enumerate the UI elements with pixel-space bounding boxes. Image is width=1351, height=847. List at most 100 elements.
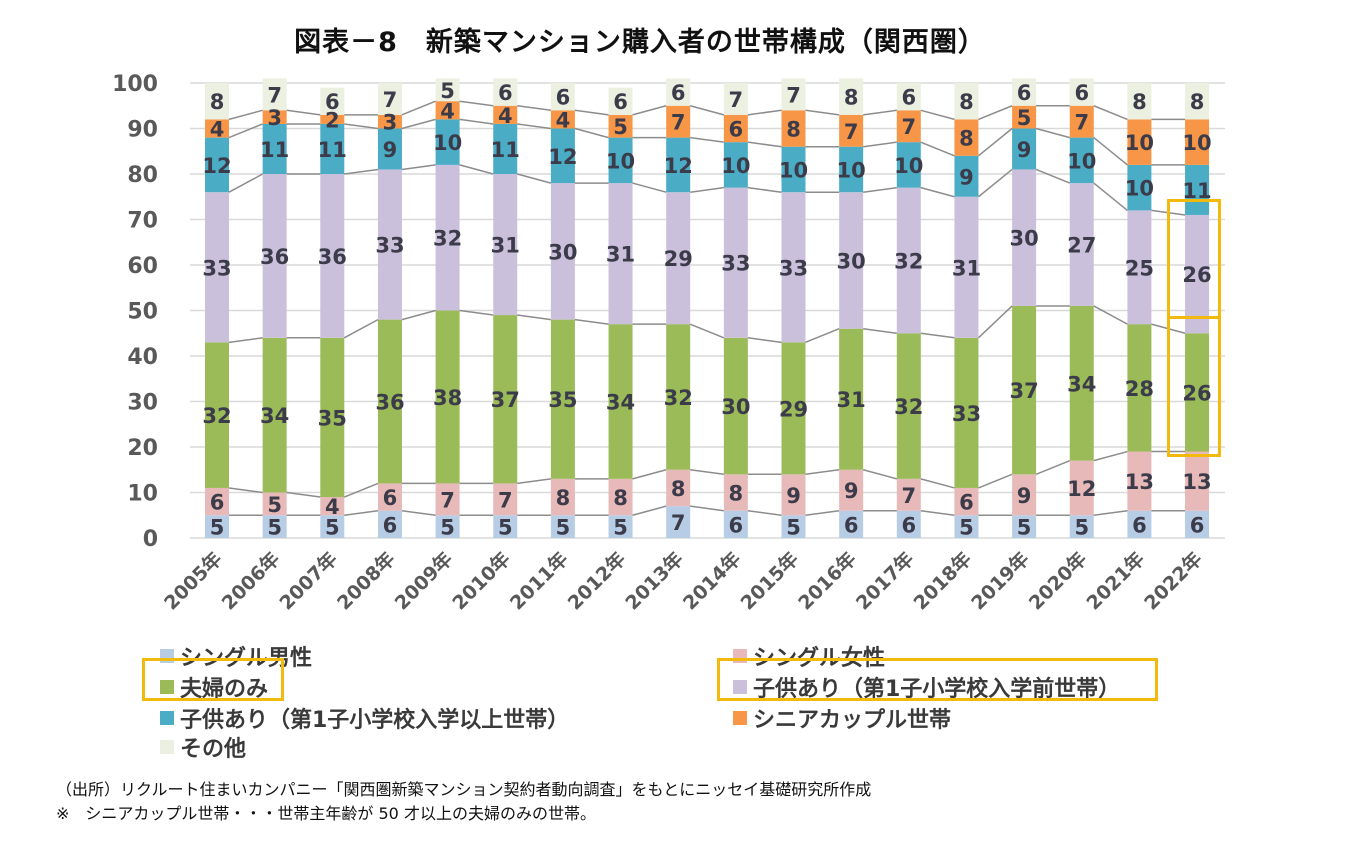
bar-segment	[839, 78, 864, 115]
data-label: 9	[1017, 484, 1032, 508]
data-label: 34	[260, 404, 289, 428]
bar-segment	[550, 478, 575, 516]
y-tick-label: 30	[127, 391, 158, 416]
series-connector-line	[690, 505, 724, 512]
series-connector-line	[286, 109, 321, 116]
series-connector-line	[228, 173, 264, 193]
x-tick-label: 2012年	[563, 547, 630, 614]
bar-segment	[205, 515, 229, 538]
bar-segment	[666, 137, 691, 193]
data-label: 33	[202, 256, 231, 280]
series-connector-line	[459, 309, 494, 316]
data-label: 7	[729, 88, 744, 112]
data-label: 12	[202, 154, 231, 178]
bar-segment	[954, 119, 979, 156]
series-connector-line	[344, 168, 379, 175]
bar-segment	[493, 483, 518, 516]
data-label: 11	[318, 138, 347, 162]
data-label: 6	[1017, 81, 1032, 105]
x-tick-label: 2021年	[1082, 547, 1149, 614]
bar-segment	[377, 128, 402, 170]
data-label: 5	[1074, 516, 1089, 540]
bar-segment	[262, 492, 287, 516]
data-label: 5	[267, 493, 282, 517]
series-connector-line	[747, 109, 782, 116]
y-tick-label: 70	[127, 209, 158, 234]
data-label: 26	[1182, 263, 1211, 287]
series-connector-line	[459, 164, 494, 175]
bar-segment	[435, 483, 460, 516]
bar-segment	[320, 114, 345, 124]
bar-segment	[435, 310, 460, 484]
bar-segment	[1012, 474, 1037, 516]
data-label: 8	[959, 127, 974, 151]
data-label: 4	[498, 104, 513, 128]
series-connector-line	[632, 105, 667, 116]
bar-segment	[1069, 460, 1094, 516]
data-label: 33	[375, 234, 404, 258]
series-connector-line	[574, 318, 609, 325]
data-label: 6	[556, 86, 571, 110]
data-label: 8	[786, 118, 801, 142]
bar-segment	[262, 110, 287, 124]
data-label: 4	[210, 118, 225, 142]
series-connector-lines	[228, 100, 1186, 516]
data-label: 10	[1182, 131, 1211, 155]
data-label: 31	[606, 243, 635, 267]
bar-segment	[839, 114, 864, 147]
data-label: 10	[837, 158, 866, 182]
legend-swatch	[733, 711, 747, 725]
legend-label: 夫婦のみ	[180, 677, 269, 702]
data-label: 9	[786, 484, 801, 508]
bar-segment	[550, 83, 575, 111]
series-connector-line	[401, 100, 436, 116]
data-label: 10	[606, 149, 635, 173]
data-label: 28	[1125, 377, 1154, 401]
x-tick-label: 2016年	[794, 547, 861, 614]
bar-segment	[608, 183, 633, 325]
bar-segment	[781, 78, 806, 111]
data-label: 8	[729, 482, 744, 506]
series-connector-line	[574, 109, 609, 116]
bar-segment	[1185, 164, 1210, 215]
legend-item-child-preschool: 子供あり（第1子小学校入学前世帯）	[733, 671, 1120, 703]
series-connector-line	[977, 305, 1013, 339]
data-label: 32	[894, 249, 923, 273]
series-connector-line	[1093, 182, 1128, 211]
series-connector-line	[228, 109, 263, 121]
bar-segment	[493, 515, 518, 538]
chart-title: 図表－8 新築マンション購入者の世帯構成（関西圏）	[294, 27, 986, 58]
series-connector-line	[1093, 450, 1128, 462]
y-tick-label: 20	[127, 436, 158, 461]
data-label: 13	[1182, 470, 1211, 494]
data-label: 6	[325, 90, 340, 114]
data-label: 31	[952, 256, 981, 280]
series-connector-line	[977, 168, 1013, 198]
x-tick-label: 2010年	[448, 547, 515, 614]
bar-segment	[320, 337, 345, 498]
bar-segment	[320, 123, 345, 174]
data-label: 7	[383, 88, 398, 112]
data-label: 5	[613, 115, 628, 139]
bar-segment	[205, 137, 229, 193]
series-connector-line	[1093, 305, 1128, 325]
series-connector-line	[978, 473, 1013, 489]
data-label: 12	[1067, 477, 1096, 501]
bar-segment	[1012, 169, 1037, 306]
bar-segment	[1127, 210, 1152, 325]
legend-item-child-school-age: 子供あり（第1子小学校入学以上世帯）	[160, 702, 569, 734]
bar-segment	[781, 192, 806, 343]
bar-segment	[377, 83, 402, 115]
y-tick-label: 0	[143, 527, 158, 552]
bar-segment	[435, 101, 460, 120]
legend-item-other: その他	[160, 731, 246, 763]
bar-segment	[320, 515, 345, 538]
data-label: 2	[325, 108, 340, 132]
bar-segment	[550, 110, 575, 129]
x-tick-label: 2014年	[678, 547, 745, 614]
series-connector-line	[574, 127, 609, 139]
highlight-box-2022-child-preschool	[1167, 199, 1221, 319]
data-label: 29	[664, 247, 693, 271]
bar-segment	[320, 497, 345, 516]
series-connector-line	[863, 327, 897, 334]
